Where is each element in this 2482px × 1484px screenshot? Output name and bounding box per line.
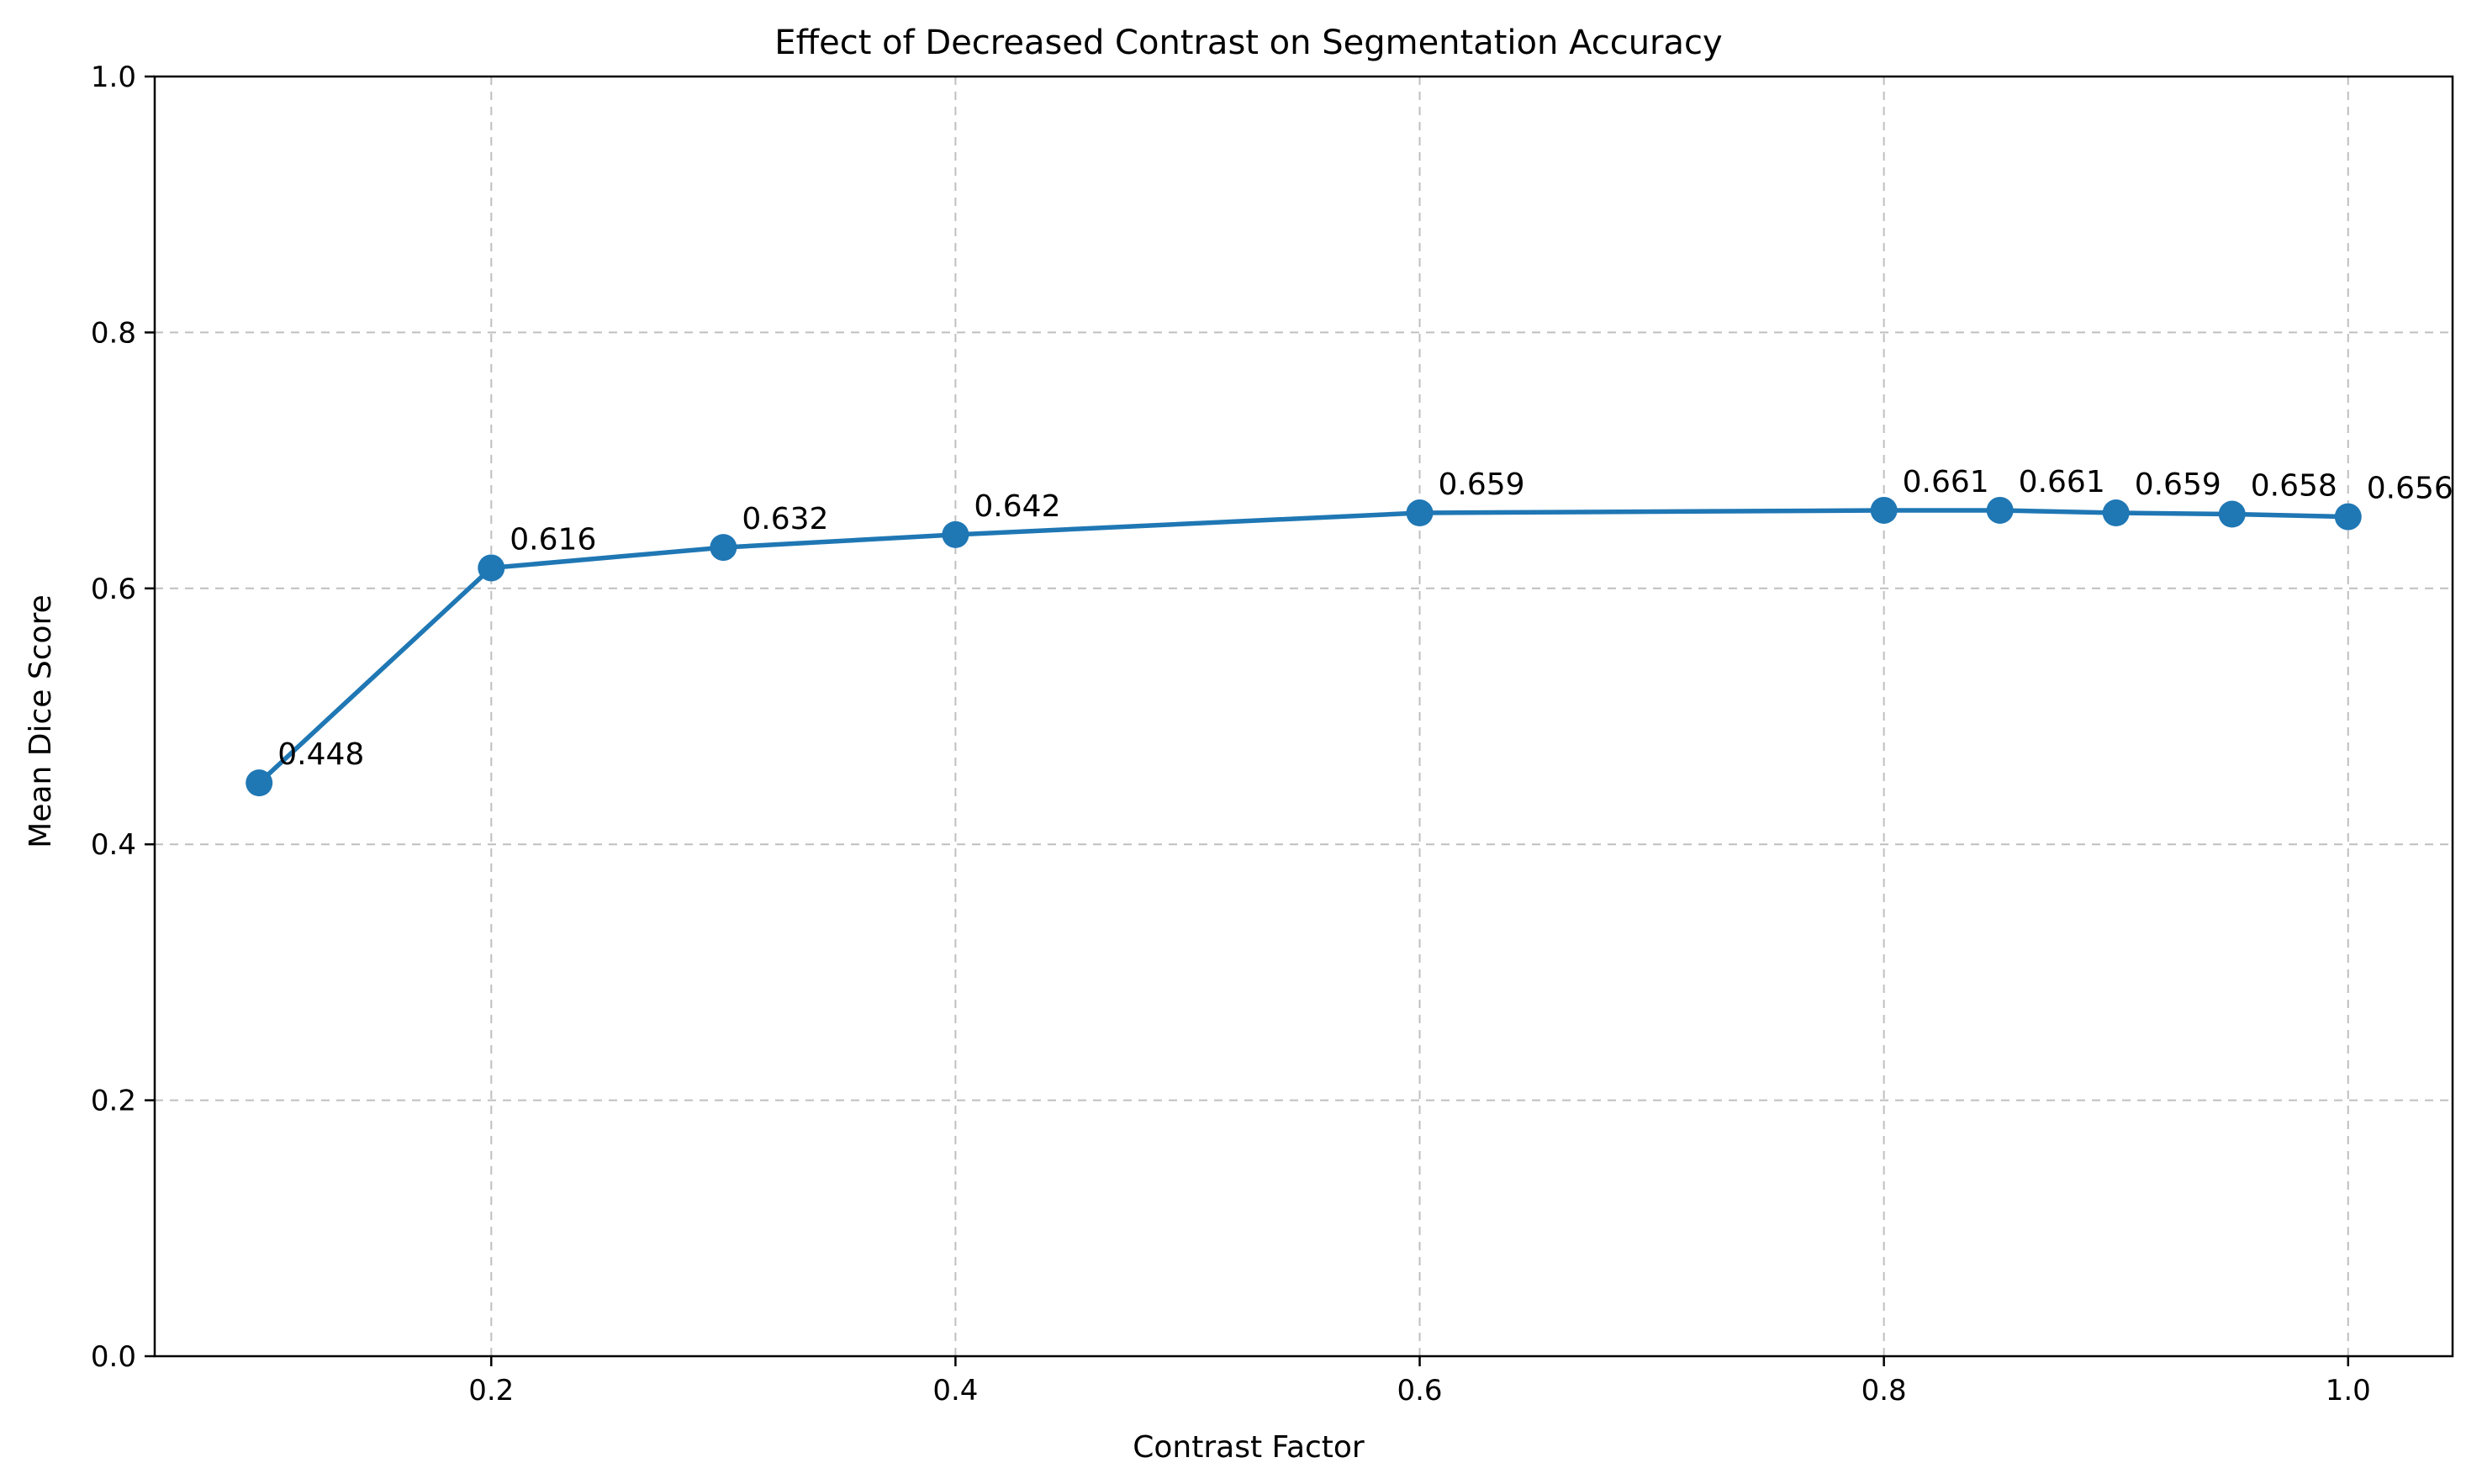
data-label: 0.632 bbox=[742, 502, 828, 536]
y-axis-label: Mean Dice Score bbox=[24, 594, 58, 848]
data-point bbox=[1406, 499, 1434, 527]
data-label: 0.448 bbox=[277, 737, 364, 772]
grid-lines bbox=[155, 77, 2453, 1356]
data-label: 0.659 bbox=[1439, 467, 1525, 502]
data-point bbox=[478, 554, 505, 582]
data-label: 0.656 bbox=[2367, 472, 2453, 506]
data-label: 0.661 bbox=[2019, 465, 2105, 499]
data-point bbox=[246, 769, 273, 797]
data-labels: 0.448 0.616 0.632 0.642 0.659 0.661 0.661 0.659… bbox=[277, 465, 2453, 772]
x-tick-label: 0.6 bbox=[1397, 1374, 1442, 1407]
y-tick-label: 0.2 bbox=[91, 1085, 136, 1118]
plot-area-frame bbox=[153, 75, 2454, 1358]
data-point bbox=[710, 534, 737, 562]
data-point bbox=[2218, 500, 2246, 528]
data-point bbox=[1870, 496, 1898, 524]
series-line bbox=[256, 508, 2351, 785]
data-point bbox=[1986, 496, 2014, 524]
data-point bbox=[2334, 503, 2362, 531]
y-axis-ticks: 0.0 0.2 0.4 0.6 0.8 1.0 bbox=[91, 61, 155, 1374]
x-tick-label: 0.4 bbox=[932, 1374, 978, 1407]
data-label: 0.642 bbox=[974, 489, 1060, 524]
y-tick-label: 1.0 bbox=[91, 61, 136, 94]
x-axis-label: Contrast Factor bbox=[1133, 1430, 1365, 1465]
x-axis-ticks: 0.2 0.4 0.6 0.8 1.0 bbox=[468, 1356, 2371, 1407]
x-tick-label: 0.8 bbox=[1862, 1374, 1907, 1407]
y-tick-label: 0.6 bbox=[91, 573, 136, 606]
data-label: 0.616 bbox=[510, 522, 596, 557]
series-layer bbox=[246, 496, 2362, 797]
chart-title: Effect of Decreased Contrast on Segmenta… bbox=[774, 24, 1722, 62]
data-label: 0.661 bbox=[1903, 465, 1989, 499]
x-tick-label: 1.0 bbox=[2326, 1374, 2371, 1407]
y-tick-label: 0.0 bbox=[91, 1340, 136, 1374]
data-label: 0.658 bbox=[2251, 469, 2337, 504]
data-point bbox=[942, 520, 969, 548]
x-tick-label: 0.2 bbox=[468, 1374, 514, 1407]
y-tick-label: 0.8 bbox=[91, 316, 136, 350]
data-point bbox=[2102, 499, 2130, 527]
y-tick-label: 0.4 bbox=[91, 828, 136, 862]
data-label: 0.659 bbox=[2135, 467, 2221, 502]
